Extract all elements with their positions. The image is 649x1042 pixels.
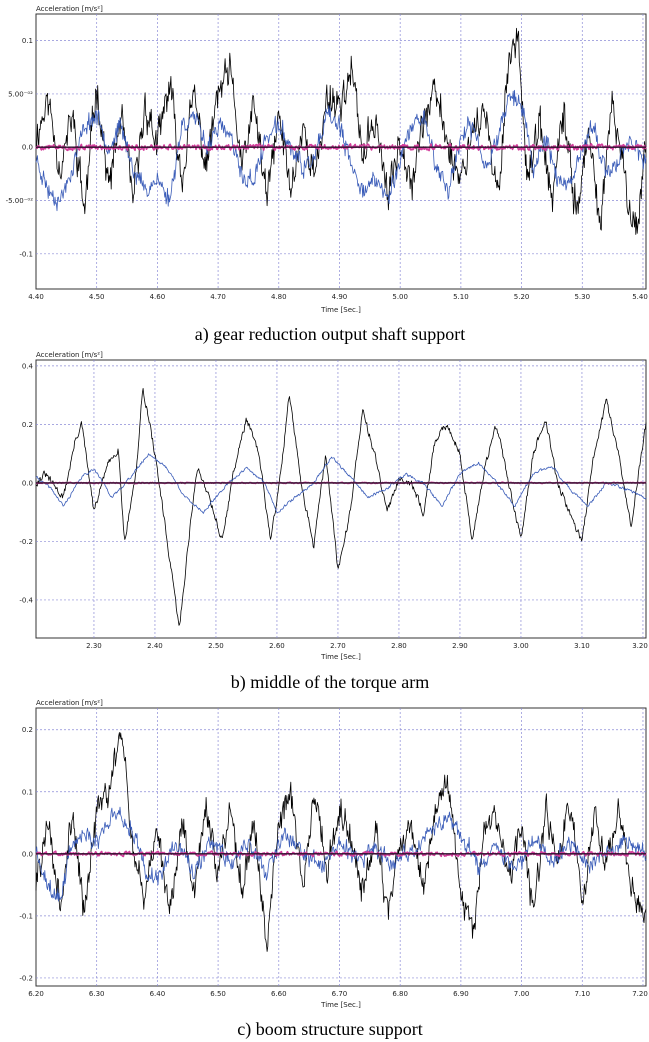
caption-c: c) boom structure support — [237, 1019, 422, 1040]
xtick-label: 5.20 — [514, 293, 530, 301]
xlabel-a: Time [Sec.] — [320, 306, 361, 314]
ytick-label: 0.2 — [22, 726, 33, 734]
xtick-label: 7.00 — [514, 990, 530, 998]
xtick-label: 2.90 — [452, 642, 468, 650]
series-line-2 — [35, 89, 647, 212]
ylabel-a: Acceleration [m/s²] — [36, 5, 103, 13]
xticks-b: 2.30 2.40 2.50 2.60 2.70 2.80 2.90 3.00 3.10 3.20 — [86, 642, 648, 650]
yticks-c: 0.2 0.1 0.0 -0.1 -0.2 — [19, 726, 33, 982]
xtick-label: 2.50 — [208, 642, 224, 650]
ytick-label: -0.2 — [19, 974, 33, 982]
xtick-label: 2.40 — [147, 642, 163, 650]
xlabel-c: Time [Sec.] — [320, 1001, 361, 1009]
ytick-label: 0.0 — [22, 850, 33, 858]
ytick-label: 0.1 — [22, 37, 33, 45]
xtick-label: 7.10 — [574, 990, 590, 998]
xtick-label: 6.70 — [332, 990, 348, 998]
xtick-label: 6.20 — [28, 990, 44, 998]
ytick-label: -0.2 — [19, 538, 33, 546]
ylabel-c: Acceleration [m/s²] — [36, 699, 103, 707]
series-b — [35, 387, 647, 626]
xtick-label: 5.30 — [574, 293, 590, 301]
yticks-b: 0.4 0.2 0.0 -0.2 -0.4 — [19, 362, 33, 604]
xtick-label: 3.20 — [632, 642, 648, 650]
xtick-label: 4.40 — [28, 293, 44, 301]
xtick-label: 2.70 — [330, 642, 346, 650]
xtick-label: 6.90 — [453, 990, 469, 998]
xtick-label: 6.60 — [271, 990, 287, 998]
xtick-label: 6.30 — [89, 990, 105, 998]
ytick-label: -5.00⁻⁰² — [6, 197, 34, 205]
ytick-label: 0.1 — [22, 788, 33, 796]
xtick-label: 5.40 — [632, 293, 648, 301]
xtick-label: 5.00 — [392, 293, 408, 301]
ylabel-b: Acceleration [m/s²] — [36, 351, 103, 359]
xtick-label: 6.80 — [392, 990, 408, 998]
series-line-2 — [35, 453, 647, 514]
xtick-label: 6.40 — [150, 990, 166, 998]
caption-b: b) middle of the torque arm — [231, 672, 429, 693]
grid-a — [36, 14, 646, 289]
panel-a: Acceleration [m/s²] 0.1 5.00⁻⁰² 0.0 -5.00⁻⁰… — [6, 5, 648, 345]
yticks-a: 0.1 5.00⁻⁰² 0.0 -5.00⁻⁰² -0.1 — [6, 37, 34, 258]
series-line-1 — [35, 387, 647, 626]
ytick-label: 0.4 — [22, 362, 34, 370]
grid-b — [36, 360, 646, 638]
panel-b: Acceleration [m/s²] 0.4 0.2 0.0 -0.2 -0.4 2.… — [19, 351, 647, 693]
caption-a: a) gear reduction output shaft support — [195, 324, 465, 345]
plot-frame-a — [35, 13, 647, 290]
xtick-label: 2.80 — [391, 642, 407, 650]
series-c — [35, 732, 647, 952]
series-a — [35, 27, 647, 235]
xtick-label: 7.20 — [632, 990, 648, 998]
xtick-label: 3.10 — [574, 642, 590, 650]
ytick-label: -0.1 — [19, 912, 33, 920]
series-line-1 — [35, 27, 647, 235]
xtick-label: 2.60 — [269, 642, 285, 650]
ytick-label: 5.00⁻⁰² — [8, 90, 33, 98]
xtick-label: 6.50 — [210, 990, 226, 998]
xtick-label: 5.10 — [453, 293, 469, 301]
panel-c: Acceleration [m/s²] 0.2 0.1 0.0 -0.1 -0.2 6.… — [19, 699, 647, 1040]
xtick-label: 4.80 — [271, 293, 287, 301]
xtick-label: 2.30 — [86, 642, 102, 650]
ytick-label: -0.1 — [19, 250, 33, 258]
plot-frame-b — [35, 359, 647, 639]
xlabel-b: Time [Sec.] — [320, 653, 361, 661]
xtick-label: 4.60 — [150, 293, 166, 301]
ytick-label: 0.0 — [22, 479, 33, 487]
xtick-label: 4.90 — [332, 293, 348, 301]
ytick-label: -0.4 — [19, 596, 33, 604]
xticks-c: 6.20 6.30 6.40 6.50 6.60 6.70 6.80 6.90 7.00 7.10… — [28, 990, 648, 998]
xtick-label: 4.70 — [210, 293, 226, 301]
series-line-1 — [35, 732, 647, 952]
xtick-label: 3.00 — [513, 642, 529, 650]
ytick-label: 0.2 — [22, 421, 33, 429]
xticks-a: 4.40 4.50 4.60 4.70 4.80 4.90 5.00 5.10 5.20 5.30… — [28, 293, 648, 301]
ytick-label: 0.0 — [22, 144, 33, 152]
plot-frame-c — [35, 707, 647, 987]
xtick-label: 4.50 — [89, 293, 105, 301]
